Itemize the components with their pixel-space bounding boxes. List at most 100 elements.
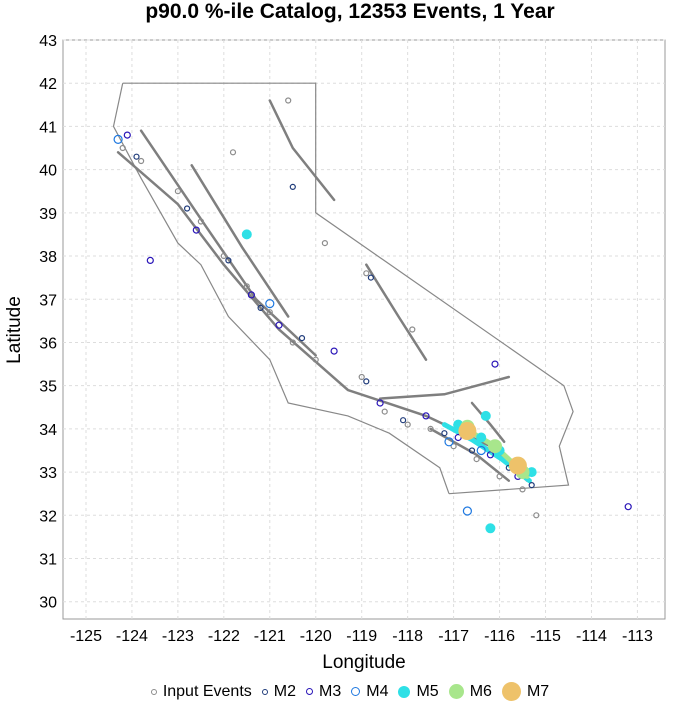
point-input-events <box>243 283 250 290</box>
point-m4 <box>113 134 123 144</box>
point-input-events <box>138 157 145 165</box>
point-m2 <box>184 205 191 212</box>
point-input-events <box>266 309 273 316</box>
x-axis-label: Longitude <box>322 652 405 673</box>
point-m2 <box>225 257 232 264</box>
point-m2 <box>367 274 374 281</box>
point-m3 <box>247 291 255 299</box>
point-m3 <box>624 503 632 511</box>
y-tick-label: 31 <box>39 552 57 569</box>
legend-label: M6 <box>469 682 492 700</box>
point-input-events <box>197 218 204 225</box>
point-m3 <box>376 399 384 407</box>
point-m4 <box>462 506 472 516</box>
point-input-events <box>321 240 328 247</box>
y-tick-label: 39 <box>39 206 57 223</box>
point-input-events <box>427 425 434 432</box>
point-input-events <box>358 373 365 381</box>
x-tick-label: -125 <box>70 628 102 645</box>
x-tick-label: -114 <box>576 628 607 645</box>
legend-item: M4 <box>351 683 388 701</box>
point-m5 <box>485 523 496 534</box>
point-m5 <box>480 410 491 421</box>
point-input-events <box>450 443 457 450</box>
point-m3 <box>146 256 154 264</box>
point-m7 <box>508 456 527 475</box>
y-tick-label: 32 <box>39 508 57 525</box>
point-m3 <box>275 321 283 329</box>
point-m2 <box>441 430 448 437</box>
point-m3 <box>123 131 131 139</box>
x-tick-label: -122 <box>208 628 240 645</box>
point-m3 <box>330 347 338 355</box>
x-tick-label: -118 <box>392 628 423 645</box>
legend-marker <box>501 682 521 701</box>
point-m7 <box>458 422 477 440</box>
legend-item: Input Events <box>150 682 252 701</box>
plot-area <box>62 39 666 620</box>
x-tick-label: -124 <box>116 628 148 645</box>
y-tick-label: 36 <box>39 335 57 352</box>
x-tick-label: -113 <box>622 628 653 645</box>
x-tick-label: -117 <box>438 628 469 645</box>
y-tick-label: 34 <box>39 422 57 439</box>
legend-item: M7 <box>501 682 550 701</box>
point-input-events <box>289 339 296 346</box>
point-input-events <box>174 188 181 195</box>
point-m3 <box>192 226 200 234</box>
y-tick-label: 35 <box>39 379 57 396</box>
legend-marker <box>398 685 411 698</box>
fault-trace <box>378 375 511 400</box>
point-m3 <box>491 360 499 368</box>
state-border-line <box>122 82 574 495</box>
y-tick-label: 38 <box>39 249 57 266</box>
legend-item: M6 <box>448 682 492 701</box>
y-tick-label: 40 <box>39 163 57 180</box>
y-tick-label: 37 <box>39 292 57 309</box>
point-input-events <box>312 356 319 363</box>
point-input-events <box>229 149 237 156</box>
fault-trace <box>429 427 511 482</box>
point-input-events <box>533 512 540 519</box>
point-input-events <box>381 408 388 415</box>
legend-label: M4 <box>366 682 389 700</box>
point-m2 <box>528 482 535 489</box>
legend-marker <box>261 688 268 695</box>
point-m4 <box>444 437 454 447</box>
legend-item: M2 <box>261 683 296 701</box>
point-input-events <box>119 144 126 152</box>
point-input-events <box>220 252 227 260</box>
legend: Input Events M2 M3 M4 M5 M6 M7 <box>0 682 700 701</box>
point-m3 <box>486 451 494 459</box>
chart-title: p90.0 %-ile Catalog, 12353 Events, 1 Yea… <box>145 0 555 23</box>
legend-item: M5 <box>398 682 439 701</box>
x-tick-label: -120 <box>300 628 332 645</box>
y-tick-label: 43 <box>39 33 57 50</box>
point-input-events <box>409 326 416 333</box>
x-tick-label: -119 <box>346 628 377 645</box>
legend-label: M3 <box>319 682 342 700</box>
y-tick-label: 30 <box>39 595 57 612</box>
point-m5 <box>526 467 537 478</box>
point-m2 <box>133 153 140 160</box>
point-m4 <box>265 299 275 309</box>
point-m2 <box>298 335 306 342</box>
point-m2 <box>363 378 370 385</box>
scatter-plot: -125 -124 -123 -122 -121 -120 -119 -118 -117 -116… <box>4 33 666 673</box>
x-tick-labels: -125 -124 -123 -122 -121 -120 -119 -118 -117 -116… <box>70 628 653 645</box>
point-m2 <box>400 417 407 424</box>
point-m2 <box>257 304 264 311</box>
legend-marker <box>306 688 313 695</box>
x-tick-label: -123 <box>162 628 194 645</box>
point-input-events <box>285 97 292 104</box>
legend-marker <box>351 687 361 696</box>
legend-marker <box>150 688 157 695</box>
point-input-events <box>519 486 526 493</box>
legend-label: M5 <box>416 682 439 700</box>
point-m5 <box>476 432 487 443</box>
legend-label: M7 <box>526 682 550 700</box>
legend-label: Input Events <box>162 682 252 700</box>
point-m2 <box>468 447 476 454</box>
point-m2 <box>289 183 296 190</box>
point-m4 <box>476 445 486 456</box>
